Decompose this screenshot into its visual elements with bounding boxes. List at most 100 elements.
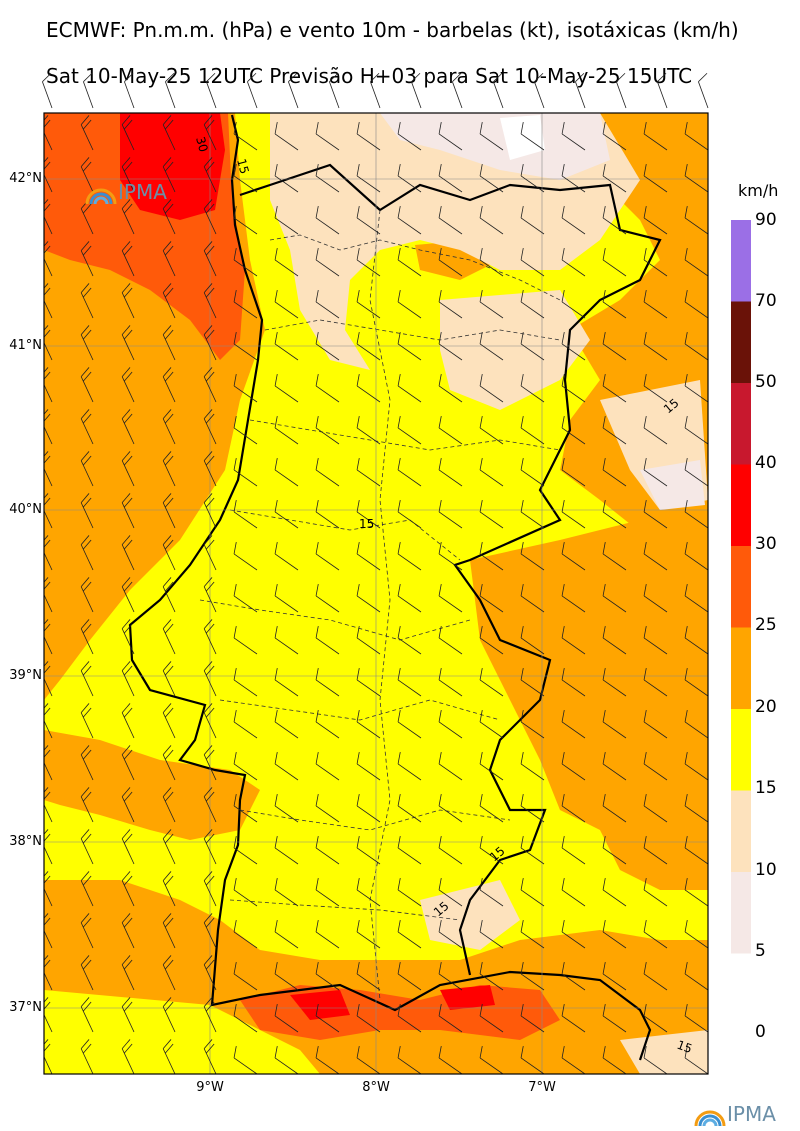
wind-barb (561, 793, 586, 823)
wind-barb (274, 163, 299, 193)
wind-barb (121, 871, 135, 907)
wind-barb (203, 325, 217, 361)
wind-barb (42, 72, 53, 109)
wind-barb (684, 583, 708, 613)
wind-barb (356, 541, 381, 571)
contour-label: 15 (359, 517, 374, 531)
wind-barb (643, 667, 668, 697)
lat-label: 39°N (9, 668, 42, 683)
wind-barb (643, 793, 668, 823)
wind-barb (121, 325, 135, 361)
wind-barb (643, 919, 668, 949)
wind-barb (274, 1045, 299, 1074)
wind-barb (356, 289, 381, 319)
wind-barb (274, 457, 299, 487)
wind-barb (438, 331, 463, 361)
wind-barb (602, 751, 627, 781)
wind-barb (438, 163, 463, 193)
wind-barb (274, 499, 299, 529)
district-boundaries (199, 209, 561, 1001)
wind-barb (80, 1039, 94, 1074)
wind-barb (80, 325, 94, 361)
wind-barb (80, 577, 94, 613)
wind-barb (438, 877, 463, 907)
wind-barb (315, 751, 340, 781)
wind-barb (479, 247, 504, 277)
wind-barb (520, 415, 545, 445)
wind-barb (233, 709, 258, 739)
wind-barb (479, 331, 504, 361)
wind-barb (397, 961, 422, 991)
wind-barb (520, 205, 545, 235)
wind-barb (206, 72, 217, 109)
wind-barb (233, 499, 258, 529)
wind-barb (203, 199, 217, 235)
wind-barb (315, 247, 340, 277)
wind-barb (121, 577, 135, 613)
wind-barb (356, 919, 381, 949)
wind-barb (438, 961, 463, 991)
colorbar-tick-label: 70 (755, 291, 777, 311)
wind-barb (479, 121, 504, 151)
colorbar-tick-label: 40 (755, 453, 777, 473)
wind-barb (684, 331, 708, 361)
wind-barb (121, 535, 135, 571)
wind-barb (561, 415, 586, 445)
wind-barb (397, 415, 422, 445)
wind-barb (684, 919, 708, 949)
wind-barb (561, 751, 586, 781)
colorbar-segment (731, 546, 751, 628)
wind-barb (162, 955, 176, 991)
wind-barb (233, 877, 258, 907)
wind-barb (121, 367, 135, 403)
wind-barb (397, 709, 422, 739)
wind-barb (479, 373, 504, 403)
wind-barb (561, 247, 586, 277)
wind-barb (203, 829, 217, 865)
wind-barb (233, 457, 258, 487)
wind-barb (561, 121, 586, 151)
wind-barb (684, 163, 708, 193)
wind-barb (643, 373, 668, 403)
wind-barb (162, 325, 176, 361)
wind-barb (356, 877, 381, 907)
wind-barb (602, 247, 627, 277)
wind-barb (315, 1045, 340, 1074)
lat-label: 42°N (9, 171, 42, 186)
wind-barb (684, 1045, 708, 1074)
wind-barb (356, 163, 381, 193)
wind-barb (397, 457, 422, 487)
wind-barb (162, 997, 176, 1033)
wind-barb (274, 583, 299, 613)
wind-barb (479, 583, 504, 613)
wind-barb (203, 283, 217, 319)
wind-barb (121, 997, 135, 1033)
lon-label: 9°W (196, 1080, 224, 1095)
wind-barb (121, 619, 135, 655)
wind-barb (274, 373, 299, 403)
wind-barb (479, 793, 504, 823)
wind-barb (315, 457, 340, 487)
wind-barb (203, 367, 217, 403)
wind-barb (602, 961, 627, 991)
wind-barb (616, 72, 627, 109)
wind-barb (479, 1045, 504, 1074)
wind-barb (121, 157, 135, 193)
wind-barb (162, 871, 176, 907)
wind-barb (162, 493, 176, 529)
wind-barb (643, 751, 668, 781)
wind-barb (397, 835, 422, 865)
wind-barb (534, 72, 545, 109)
wind-barb (520, 625, 545, 655)
wind-barb (315, 499, 340, 529)
wind-barb (233, 793, 258, 823)
wind-barb (643, 457, 668, 487)
wind-barb (438, 1003, 463, 1033)
wind-barb (438, 499, 463, 529)
wind-barb (520, 961, 545, 991)
wind-barb (643, 331, 668, 361)
wind-barb (684, 1003, 708, 1033)
wind-barb (274, 919, 299, 949)
wind-barb (203, 241, 217, 277)
wind-barb (315, 919, 340, 949)
